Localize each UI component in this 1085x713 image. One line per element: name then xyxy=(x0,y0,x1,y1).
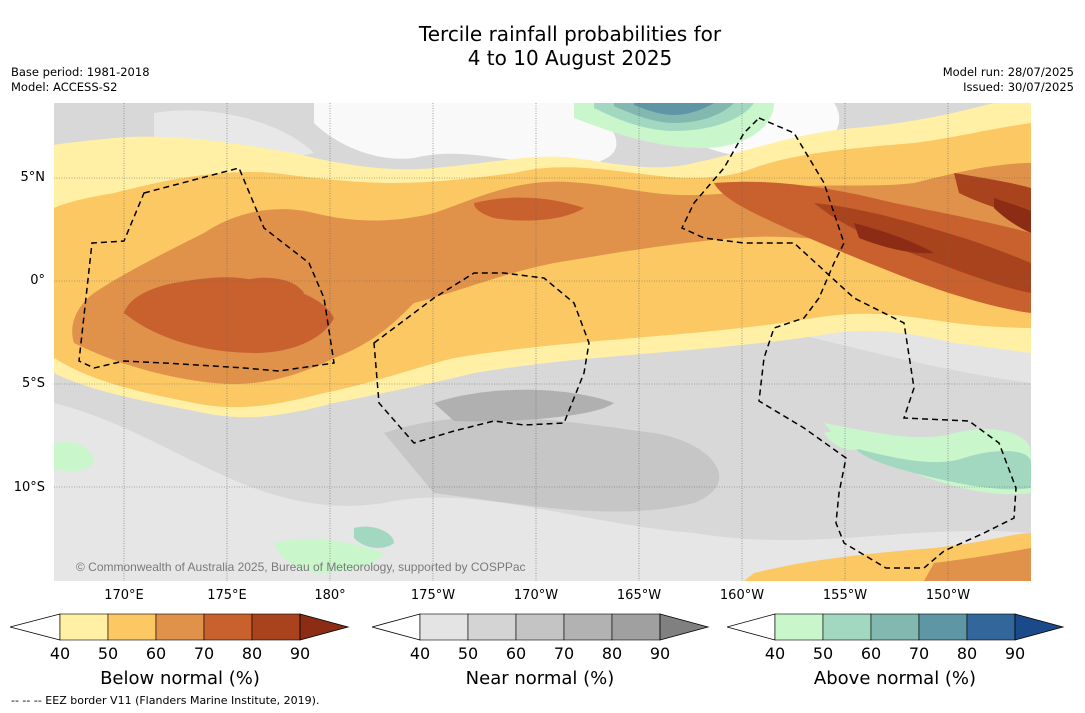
tick-label: 70 xyxy=(553,644,575,663)
lat-label-5s: 5°S xyxy=(21,376,45,391)
map-title: Tercile rainfall probabilities for 4 to … xyxy=(0,22,1085,70)
lon-label-175w: 175°W xyxy=(410,588,456,603)
colorbar-above xyxy=(727,612,1067,642)
issued-date: Issued: 30/07/2025 xyxy=(963,80,1074,94)
below-normal-region xyxy=(234,277,304,302)
lon-label-150w: 150°W xyxy=(925,588,971,603)
tick-label: 50 xyxy=(457,644,479,663)
tick-label: 70 xyxy=(193,644,215,663)
near-normal-region xyxy=(434,389,614,422)
legend-near-label: Near normal (%) xyxy=(465,668,615,689)
above-normal-region xyxy=(854,448,1031,490)
eez-borders xyxy=(78,117,1017,569)
eez-footnote: -- -- -- EEZ border V11 (Flanders Marine… xyxy=(11,694,320,707)
near-normal-region xyxy=(384,417,720,512)
above-normal-region xyxy=(354,526,394,548)
graticule xyxy=(54,103,1031,581)
lon-label-155w: 155°W xyxy=(822,588,868,603)
colorbar-above-svg xyxy=(727,613,1065,641)
lat-label-10s: 10°S xyxy=(13,480,45,495)
meta-right: Model run: 28/07/2025 Issued: 30/07/2025 xyxy=(943,65,1074,95)
lon-label-170e: 170°E xyxy=(104,588,144,603)
colorbar-below xyxy=(10,612,350,642)
tick-label: 60 xyxy=(505,644,527,663)
tick-label: 90 xyxy=(649,644,671,663)
lon-label-160w: 160°W xyxy=(719,588,765,603)
lon-label-165w: 165°W xyxy=(616,588,662,603)
lat-label-0: 0° xyxy=(30,273,45,288)
lat-label-5n: 5°N xyxy=(20,170,46,185)
map-canvas: © Commonwealth of Australia 2025, Bureau… xyxy=(54,103,1031,581)
tick-label: 40 xyxy=(409,644,431,663)
lon-label-175e: 175°E xyxy=(207,588,247,603)
tick-label: 70 xyxy=(908,644,930,663)
tick-label: 90 xyxy=(289,644,311,663)
colorbar-near-svg xyxy=(372,613,710,641)
tick-label: 60 xyxy=(860,644,882,663)
base-period: Base period: 1981-2018 xyxy=(11,65,150,79)
tick-label: 80 xyxy=(601,644,623,663)
copyright-text: © Commonwealth of Australia 2025, Bureau… xyxy=(76,560,526,574)
above-normal-region xyxy=(54,441,94,472)
legend-below-label: Below normal (%) xyxy=(100,668,260,689)
tick-label: 80 xyxy=(956,644,978,663)
tick-label: 80 xyxy=(241,644,263,663)
tick-label: 90 xyxy=(1004,644,1026,663)
tick-label: 40 xyxy=(764,644,786,663)
tick-label: 50 xyxy=(812,644,834,663)
above-normal-region xyxy=(634,103,714,115)
legend-above-label: Above normal (%) xyxy=(813,668,977,689)
below-normal-region xyxy=(714,181,1031,313)
white-zone xyxy=(314,103,617,166)
below-normal-region xyxy=(924,548,1031,581)
model-name: Model: ACCESS-S2 xyxy=(11,80,118,94)
model-run: Model run: 28/07/2025 xyxy=(942,65,1074,79)
below-normal-region xyxy=(994,198,1031,233)
above-normal-region xyxy=(274,538,384,573)
lon-label-170w: 170°W xyxy=(513,588,559,603)
below-normal-region xyxy=(854,223,934,254)
rainfall-map: © Commonwealth of Australia 2025, Bureau… xyxy=(54,103,1031,581)
title-line-1: Tercile rainfall probabilities for xyxy=(418,22,722,46)
colorbar-near xyxy=(372,612,712,642)
colorbar-below-svg xyxy=(10,613,350,641)
below-normal-region xyxy=(474,197,584,221)
meta-left: Base period: 1981-2018 Model: ACCESS-S2 xyxy=(11,65,150,95)
lon-label-180: 180° xyxy=(314,588,346,603)
tick-label: 40 xyxy=(49,644,71,663)
tick-label: 60 xyxy=(145,644,167,663)
above-normal-region xyxy=(824,431,864,450)
title-line-2: 4 to 10 August 2025 xyxy=(467,46,673,70)
near-normal-region xyxy=(54,403,1031,581)
tick-label: 50 xyxy=(97,644,119,663)
